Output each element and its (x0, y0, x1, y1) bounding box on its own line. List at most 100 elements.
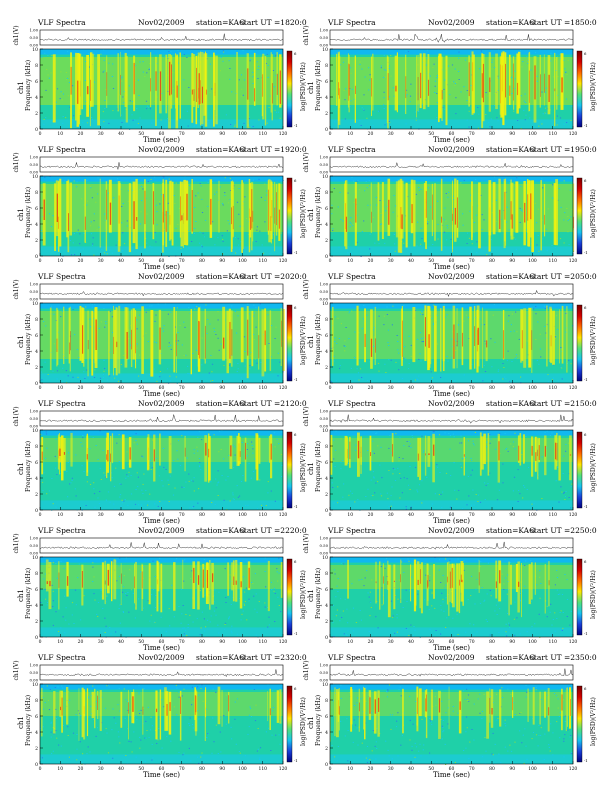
noise-speck (243, 603, 245, 605)
noise-speck (156, 224, 158, 226)
noise-speck (249, 60, 251, 62)
noise-speck (259, 230, 261, 232)
time-tick-label: 30 (98, 766, 104, 772)
burst-mark (487, 433, 490, 476)
noise-speck (208, 179, 210, 181)
burst-mark (125, 56, 128, 123)
noise-speck (99, 377, 102, 379)
noise-speck (460, 466, 463, 468)
noise-speck (59, 98, 61, 100)
noise-speck (349, 67, 351, 69)
noise-speck (388, 96, 391, 98)
noise-speck (52, 503, 54, 505)
noise-speck (45, 89, 47, 91)
freq-ylabel: Frequency (kHz) (25, 314, 32, 365)
burst-mark (91, 53, 94, 107)
noise-speck (356, 368, 358, 370)
panel-product-title: VLF Spectra (37, 18, 86, 27)
burst-core-mark (420, 72, 422, 99)
waveform-ylabel: ch1(V) (303, 406, 310, 426)
noise-speck (168, 342, 170, 344)
noise-speck (365, 496, 367, 497)
noise-speck (127, 592, 129, 593)
noise-speck (108, 686, 110, 688)
spectrogram-bursts (52, 51, 282, 129)
burst-mark (486, 691, 489, 739)
noise-speck (241, 613, 243, 615)
noise-speck (105, 476, 107, 478)
noise-speck (536, 584, 538, 586)
noise-speck (67, 95, 69, 97)
burst-core-mark (245, 442, 246, 460)
burst-mark (381, 182, 384, 239)
noise-speck (65, 619, 67, 621)
noise-speck (146, 108, 148, 110)
noise-speck (136, 124, 138, 126)
noise-speck (564, 734, 566, 736)
noise-speck (439, 472, 441, 473)
noise-speck (554, 338, 557, 340)
noise-speck (394, 595, 396, 596)
panel-product-title: VLF Spectra (37, 145, 86, 154)
burst-mark (111, 433, 114, 464)
spectrogram-bursts (45, 559, 283, 613)
noise-speck (359, 189, 361, 191)
noise-speck (338, 246, 340, 248)
noise-speck (105, 601, 107, 603)
burst-mark (227, 562, 229, 596)
burst-core-mark (482, 63, 484, 103)
burst-mark (387, 564, 391, 618)
noise-speck (510, 694, 512, 695)
noise-speck (278, 443, 280, 445)
noise-speck (367, 450, 369, 451)
noise-speck (103, 49, 105, 51)
noise-speck (415, 111, 417, 113)
time-xlabel: Time (sec) (433, 517, 470, 525)
noise-speck (333, 636, 335, 637)
time-tick-label: 110 (258, 258, 267, 264)
noise-speck (358, 332, 360, 334)
spectrogram-low-band (330, 627, 573, 637)
noise-speck (377, 110, 380, 112)
noise-speck (415, 712, 417, 714)
burst-core-mark (106, 454, 107, 460)
noise-speck (90, 233, 93, 235)
noise-speck (539, 576, 541, 578)
noise-speck (248, 313, 250, 315)
noise-speck (89, 318, 91, 320)
noise-speck (460, 463, 462, 465)
burst-mark (413, 180, 416, 247)
colorbar-tick-label: -1 (584, 377, 588, 382)
noise-speck (345, 327, 347, 328)
noise-speck (228, 455, 230, 456)
noise-speck (490, 239, 492, 241)
noise-speck (410, 83, 412, 85)
noise-speck (491, 61, 493, 63)
time-tick-label: 70 (179, 512, 185, 518)
noise-speck (93, 213, 95, 215)
noise-speck (198, 242, 201, 244)
noise-speck (46, 69, 48, 70)
noise-speck (267, 76, 269, 78)
noise-speck (519, 50, 522, 52)
burst-mark (164, 687, 167, 731)
noise-speck (532, 732, 535, 733)
noise-speck (222, 238, 224, 240)
waveform-tick-label: 1.00 (320, 663, 329, 668)
noise-speck (163, 466, 165, 468)
noise-speck (227, 220, 229, 222)
noise-speck (60, 473, 62, 475)
noise-speck (248, 600, 250, 602)
burst-core-mark (561, 694, 563, 711)
burst-core-mark (486, 340, 488, 348)
colorbar-tick-label: 6 (294, 686, 297, 691)
noise-speck (102, 449, 104, 451)
noise-speck (238, 248, 241, 250)
noise-speck (136, 319, 138, 321)
time-tick-label: 100 (528, 766, 537, 772)
noise-speck (335, 430, 337, 432)
noise-speck (393, 195, 395, 196)
noise-speck (421, 341, 423, 343)
noise-speck (246, 449, 248, 450)
noise-speck (68, 756, 70, 758)
